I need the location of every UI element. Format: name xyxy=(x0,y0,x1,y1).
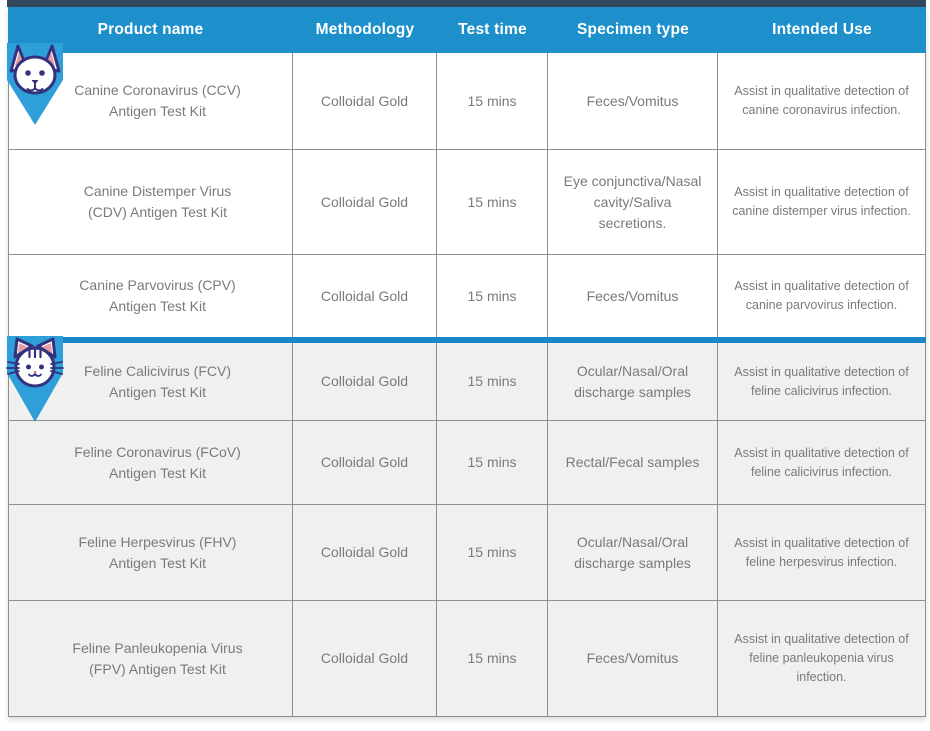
cell-intended-use: Assist in qualitative detection of canin… xyxy=(718,150,925,255)
cell-test-time: 15 mins xyxy=(437,150,548,255)
cell-specimen-type: Ocular/Nasal/Oral discharge samples xyxy=(548,505,718,601)
cell-intended-use-text: Assist in qualitative detection of felin… xyxy=(734,632,909,684)
cell-intended-use-text: Assist in qualitative detection of canin… xyxy=(734,279,909,312)
cell-methodology-text: Colloidal Gold xyxy=(320,193,409,210)
cell-specimen-type-text: Ocular/Nasal/Oral discharge samples xyxy=(574,533,691,571)
cell-specimen-type-text: Feces/Vomitus xyxy=(586,650,679,666)
cell-test-time-text: 15 mins xyxy=(467,650,517,666)
cell-specimen-type: Eye conjunctiva/Nasal cavity/Saliva secr… xyxy=(548,150,718,255)
column-header-test-time: Test time xyxy=(458,21,527,38)
cell-specimen-type: Feces/Vomitus xyxy=(548,53,718,150)
cell-methodology: Colloidal Gold xyxy=(293,150,437,255)
cell-product-name-text: Feline Panleukopenia Virus (FPV) Antigen… xyxy=(72,639,243,677)
top-accent-bar xyxy=(7,0,926,7)
cell-test-time: 15 mins xyxy=(437,601,548,716)
cell-product-name-text: Feline Calicivirus (FCV) Antigen Test Ki… xyxy=(83,362,232,400)
canine-section: Canine Coronavirus (CCV) Antigen Test Ki… xyxy=(9,53,925,337)
cell-methodology-text: Colloidal Gold xyxy=(320,544,409,560)
cell-intended-use-text: Assist in qualitative detection of felin… xyxy=(734,535,909,569)
cell-product-name: Feline Coronavirus (FCoV) Antigen Test K… xyxy=(9,421,293,505)
cell-product-name: Canine Distemper Virus (CDV) Antigen Tes… xyxy=(9,150,293,255)
cell-methodology: Colloidal Gold xyxy=(293,53,437,150)
cell-test-time-text: 15 mins xyxy=(467,193,517,210)
table-row: Feline Coronavirus (FCoV) Antigen Test K… xyxy=(9,421,925,505)
cell-specimen-type: Feces/Vomitus xyxy=(548,255,718,337)
table-header-row: Product name Methodology Test time Specimen… xyxy=(8,7,926,53)
cell-methodology: Colloidal Gold xyxy=(293,505,437,601)
cell-methodology-text: Colloidal Gold xyxy=(320,373,409,389)
cell-intended-use: Assist in qualitative detection of felin… xyxy=(718,343,925,421)
cell-specimen-type-text: Ocular/Nasal/Oral discharge samples xyxy=(574,362,691,400)
table-body: Canine Coronavirus (CCV) Antigen Test Ki… xyxy=(8,53,926,717)
cell-intended-use: Assist in qualitative detection of canin… xyxy=(718,53,925,150)
cell-intended-use-text: Assist in qualitative detection of felin… xyxy=(734,445,909,479)
cell-test-time-text: 15 mins xyxy=(467,287,517,304)
cell-methodology: Colloidal Gold xyxy=(293,601,437,716)
cell-specimen-type-text: Rectal/Fecal samples xyxy=(565,454,700,470)
cell-methodology-text: Colloidal Gold xyxy=(320,287,409,304)
cell-test-time: 15 mins xyxy=(437,53,548,150)
cell-test-time: 15 mins xyxy=(437,505,548,601)
cell-methodology-text: Colloidal Gold xyxy=(320,454,409,470)
table-row: Canine Coronavirus (CCV) Antigen Test Ki… xyxy=(9,53,925,150)
cell-methodology-text: Colloidal Gold xyxy=(320,650,409,666)
cell-methodology: Colloidal Gold xyxy=(293,255,437,337)
table-row: Canine Distemper Virus (CDV) Antigen Tes… xyxy=(9,150,925,255)
feline-section: Feline Calicivirus (FCV) Antigen Test Ki… xyxy=(9,343,925,716)
cell-product-name: Feline Calicivirus (FCV) Antigen Test Ki… xyxy=(9,343,293,421)
cell-test-time-text: 15 mins xyxy=(467,92,517,109)
cell-specimen-type: Rectal/Fecal samples xyxy=(548,421,718,505)
cell-intended-use: Assist in qualitative detection of felin… xyxy=(718,421,925,505)
cell-specimen-type: Ocular/Nasal/Oral discharge samples xyxy=(548,343,718,421)
column-header-specimen-type: Specimen type xyxy=(576,21,689,38)
dog-in-arrow-icon xyxy=(6,43,64,135)
cell-methodology: Colloidal Gold xyxy=(293,421,437,505)
cell-product-name: Canine Parvovirus (CPV) Antigen Test Kit xyxy=(9,255,293,337)
cell-specimen-type-text: Feces/Vomitus xyxy=(586,287,679,304)
cell-product-name-text: Canine Parvovirus (CPV) Antigen Test Kit xyxy=(79,277,236,314)
column-header-methodology: Methodology xyxy=(315,21,415,38)
table-row: Feline Calicivirus (FCV) Antigen Test Ki… xyxy=(9,343,925,421)
cell-methodology-text: Colloidal Gold xyxy=(320,92,409,109)
cell-intended-use-text: Assist in qualitative detection of canin… xyxy=(732,185,911,218)
cell-product-name-text: Canine Coronavirus (CCV) Antigen Test Ki… xyxy=(74,82,241,119)
cell-product-name-text: Feline Coronavirus (FCoV) Antigen Test K… xyxy=(74,443,241,481)
cell-test-time-text: 15 mins xyxy=(467,373,517,389)
table-row: Canine Parvovirus (CPV) Antigen Test Kit… xyxy=(9,255,925,337)
cell-intended-use: Assist in qualitative detection of felin… xyxy=(718,601,925,716)
cell-product-name-text: Feline Herpesvirus (FHV) Antigen Test Ki… xyxy=(78,533,237,571)
cell-specimen-type-text: Eye conjunctiva/Nasal cavity/Saliva secr… xyxy=(563,172,702,231)
test-kit-spec-table: Product name Methodology Test time Specimen… xyxy=(8,7,926,717)
cell-test-time: 15 mins xyxy=(437,255,548,337)
cell-test-time: 15 mins xyxy=(437,343,548,421)
cell-product-name: Feline Panleukopenia Virus (FPV) Antigen… xyxy=(9,601,293,716)
table-row: Feline Herpesvirus (FHV) Antigen Test Ki… xyxy=(9,505,925,601)
cell-intended-use-text: Assist in qualitative detection of canin… xyxy=(734,84,909,117)
cat-in-arrow-icon xyxy=(6,336,64,428)
column-header-intended-use: Intended Use xyxy=(772,21,872,38)
table-row: Feline Panleukopenia Virus (FPV) Antigen… xyxy=(9,601,925,716)
cell-product-name-text: Canine Distemper Virus (CDV) Antigen Tes… xyxy=(83,183,232,220)
cell-product-name: Canine Coronavirus (CCV) Antigen Test Ki… xyxy=(9,53,293,150)
cell-test-time-text: 15 mins xyxy=(467,544,517,560)
cell-test-time-text: 15 mins xyxy=(467,454,517,470)
column-header-product-name: Product name xyxy=(97,21,204,38)
cell-test-time: 15 mins xyxy=(437,421,548,505)
cell-specimen-type-text: Feces/Vomitus xyxy=(586,92,679,109)
cell-methodology: Colloidal Gold xyxy=(293,343,437,421)
cell-product-name: Feline Herpesvirus (FHV) Antigen Test Ki… xyxy=(9,505,293,601)
cell-specimen-type: Feces/Vomitus xyxy=(548,601,718,716)
cell-intended-use: Assist in qualitative detection of felin… xyxy=(718,505,925,601)
section-divider-bar xyxy=(8,337,926,343)
cell-intended-use: Assist in qualitative detection of canin… xyxy=(718,255,925,337)
cell-intended-use-text: Assist in qualitative detection of felin… xyxy=(734,364,909,398)
